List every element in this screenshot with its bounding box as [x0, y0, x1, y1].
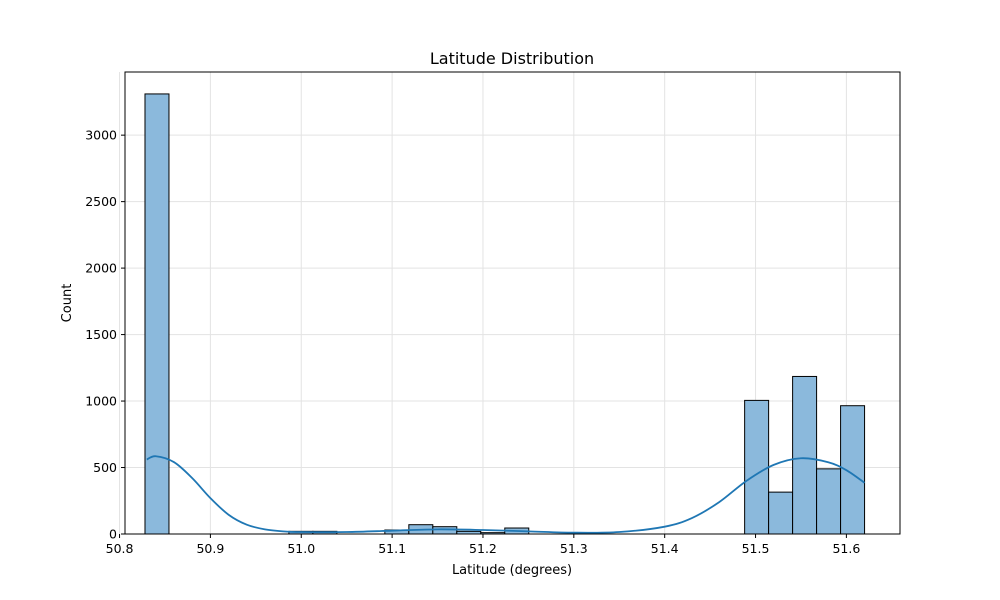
- x-tick-label: 51.6: [832, 541, 860, 556]
- x-tick-label: 50.9: [196, 541, 224, 556]
- histogram-bar: [744, 399, 770, 535]
- y-tick-label: 1500: [85, 327, 117, 342]
- x-axis-label: Latitude (degrees): [452, 563, 572, 578]
- chart-title: Latitude Distribution: [430, 49, 594, 68]
- x-tick-label: 51.2: [469, 541, 497, 556]
- bars-layer: [144, 93, 866, 535]
- histogram-bar: [816, 468, 842, 535]
- y-tick-label: 1000: [85, 394, 117, 409]
- axes-layer: [124, 71, 901, 535]
- y-tick-label: 0: [109, 527, 117, 542]
- grid-layer: [119, 72, 900, 535]
- kde-line: [146, 455, 866, 534]
- x-tick-label: 50.8: [106, 541, 134, 556]
- y-tick-label: 2000: [85, 261, 117, 276]
- histogram-bar: [432, 526, 458, 535]
- x-tick-label: 51.1: [378, 541, 406, 556]
- y-tick-label: 3000: [85, 128, 117, 143]
- ticks-layer: 50.8 50.9 51.0 51.1 51.2 51.3 51.4 51.5 51.6 0 500…: [85, 128, 860, 556]
- x-tick-label: 51.4: [651, 541, 679, 556]
- x-tick-label: 51.3: [560, 541, 588, 556]
- kde-layer: [146, 455, 866, 534]
- plot-frame: [124, 71, 901, 535]
- y-axis-label: Count: [60, 284, 75, 323]
- x-tick-label: 51.0: [287, 541, 315, 556]
- histogram-bar: [768, 491, 794, 535]
- histogram-bar: [144, 93, 170, 535]
- x-tick-label: 51.5: [742, 541, 770, 556]
- histogram-bar: [792, 375, 818, 535]
- y-tick-label: 500: [93, 460, 117, 475]
- y-tick-label: 2500: [85, 194, 117, 209]
